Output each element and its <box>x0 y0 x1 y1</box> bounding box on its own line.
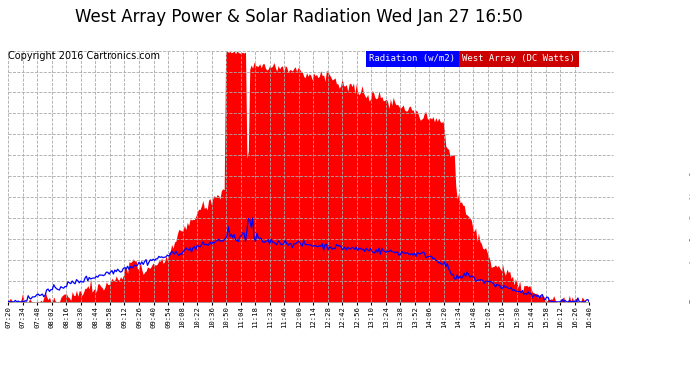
Text: Radiation (w/m2): Radiation (w/m2) <box>369 54 455 63</box>
Text: Copyright 2016 Cartronics.com: Copyright 2016 Cartronics.com <box>8 51 160 61</box>
Text: West Array Power & Solar Radiation Wed Jan 27 16:50: West Array Power & Solar Radiation Wed J… <box>75 8 522 26</box>
Text: West Array (DC Watts): West Array (DC Watts) <box>462 54 575 63</box>
